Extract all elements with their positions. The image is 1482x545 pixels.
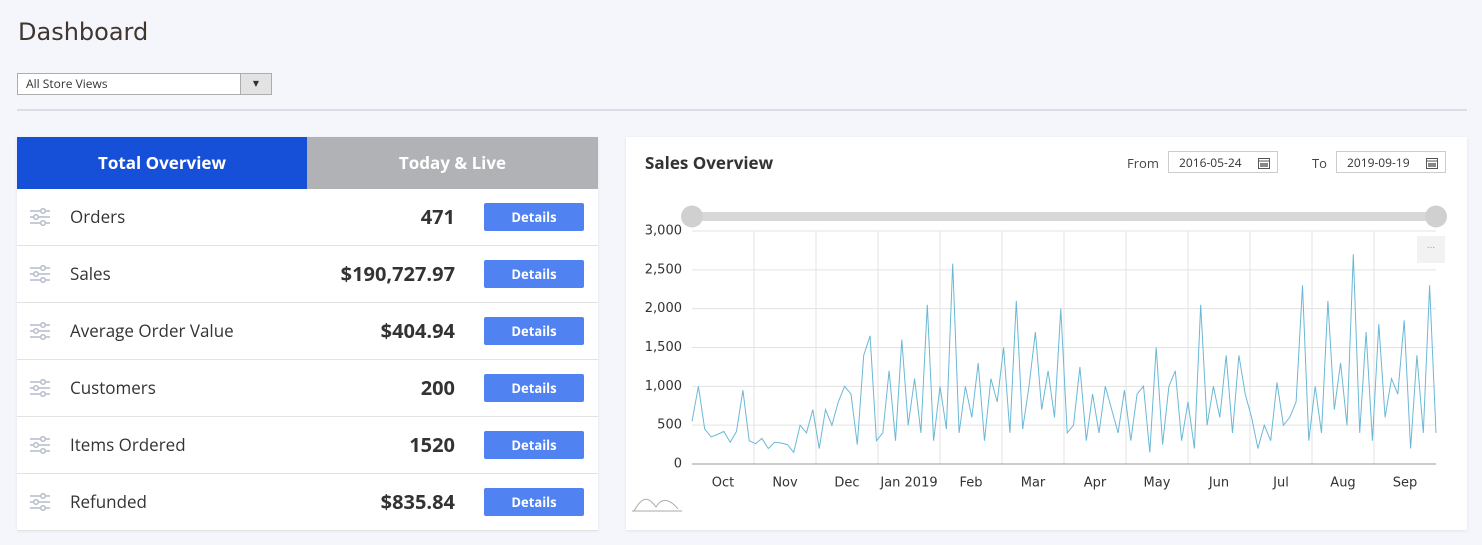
overview-row: Items Ordered 1520 Details <box>17 417 598 474</box>
details-button[interactable]: Details <box>484 374 584 402</box>
to-date[interactable]: 2019-09-19 <box>1336 151 1446 173</box>
x-tick-label: Jan 2019 <box>879 476 937 491</box>
overview-row: Customers 200 Details <box>17 360 598 417</box>
x-tick-label: Apr <box>1084 476 1107 491</box>
sales-line <box>691 254 1437 454</box>
y-tick-label: 2,500 <box>645 262 682 277</box>
tab-today[interactable]: Today & Live <box>307 137 598 189</box>
page-title: Dashboard <box>18 18 149 46</box>
x-tick-label: Nov <box>772 476 798 491</box>
overview-row: Average Order Value $404.94 Details <box>17 303 598 360</box>
row-label: Refunded <box>70 490 147 513</box>
row-label: Average Order Value <box>70 319 234 342</box>
to-label: To <box>1312 154 1327 172</box>
x-tick-label: Sep <box>1393 476 1418 491</box>
x-tick-label: Aug <box>1330 476 1355 491</box>
row-label: Sales <box>70 262 111 285</box>
sliders-icon <box>30 265 50 283</box>
sales-title: Sales Overview <box>645 151 774 174</box>
y-tick-label: 500 <box>657 418 682 433</box>
store-select[interactable]: All Store Views ▼ <box>17 73 272 95</box>
y-tick-label: 1,500 <box>645 340 682 355</box>
y-tick-label: 2,000 <box>645 301 682 316</box>
x-tick-label: Jun <box>1208 476 1229 491</box>
x-tick-label: Jul <box>1272 476 1289 491</box>
x-tick-label: Mar <box>1021 476 1046 491</box>
sliders-icon <box>30 436 50 454</box>
details-button[interactable]: Details <box>484 203 584 231</box>
calendar-icon <box>1426 158 1438 169</box>
x-tick-label: Feb <box>959 476 982 491</box>
y-tick-label: 3,000 <box>645 224 682 239</box>
overview-row: Sales $190,727.97 Details <box>17 246 598 303</box>
overview-row: Orders 471 Details <box>17 189 598 246</box>
from-date-text: 2016-05-24 <box>1179 154 1242 171</box>
y-tick-label: 0 <box>674 457 682 472</box>
overview-row: Refunded $835.84 Details <box>17 474 598 531</box>
row-value: 1520 <box>409 431 455 458</box>
divider <box>17 109 1467 111</box>
calendar-icon <box>1258 158 1270 169</box>
sliders-icon <box>30 208 50 226</box>
slider-handle[interactable] <box>681 205 703 228</box>
x-tick-label: May <box>1144 476 1171 491</box>
mini-chart-icon <box>632 498 682 512</box>
x-tick-label: Dec <box>834 476 859 491</box>
details-button[interactable]: Details <box>484 488 584 516</box>
row-value: $404.94 <box>380 317 455 344</box>
from-label: From <box>1127 154 1159 172</box>
sliders-icon <box>30 322 50 340</box>
row-value: 200 <box>420 374 455 401</box>
overview-panel: Total Overview Today & Live Orders 471 Det… <box>17 137 598 531</box>
row-value: $835.84 <box>380 488 455 515</box>
store-select-text: All Store Views <box>26 75 108 92</box>
tab-total[interactable]: Total Overview <box>17 137 307 189</box>
row-label: Orders <box>70 205 126 228</box>
sliders-icon <box>30 379 50 397</box>
row-label: Items Ordered <box>70 433 186 456</box>
y-tick-label: 1,000 <box>645 379 682 394</box>
row-value: 471 <box>420 203 455 230</box>
to-date-text: 2019-09-19 <box>1347 154 1410 171</box>
slider-handle[interactable] <box>1425 205 1447 228</box>
select-arrow: ▼ <box>240 74 271 94</box>
sales-panel: Sales Overview From 2016-05-24 To 2019-0… <box>626 137 1467 530</box>
sales-chart: ··· 0 500 1,000 1,500 2,000 2,500 3,000 Oct Nov D… <box>632 205 1447 512</box>
menu-dots: ··· <box>1427 244 1436 254</box>
details-button[interactable]: Details <box>484 317 584 345</box>
details-button[interactable]: Details <box>484 431 584 459</box>
from-date[interactable]: 2016-05-24 <box>1168 151 1278 173</box>
range-slider[interactable] <box>692 212 1436 221</box>
row-label: Customers <box>70 376 156 399</box>
sliders-icon <box>30 493 50 511</box>
row-value: $190,727.97 <box>340 260 455 287</box>
x-tick-label: Oct <box>712 476 734 491</box>
menu-button[interactable] <box>1417 236 1445 263</box>
details-button[interactable]: Details <box>484 260 584 288</box>
